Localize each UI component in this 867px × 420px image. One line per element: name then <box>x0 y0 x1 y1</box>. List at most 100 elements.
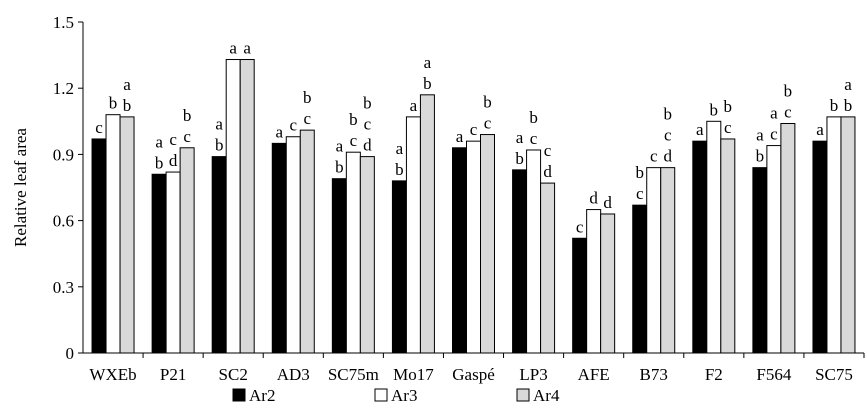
significance-letter: c <box>350 131 358 150</box>
significance-letter: d <box>543 162 552 181</box>
significance-letter: b <box>756 147 765 166</box>
significance-letter: c <box>95 118 103 137</box>
bar-ar4 <box>660 167 676 354</box>
significance-letter: b <box>635 163 644 182</box>
x-tick-label: P21 <box>160 365 186 384</box>
x-tick-label: SC75 <box>815 365 853 384</box>
x-tick-label: B73 <box>640 365 668 384</box>
bar-ar4 <box>600 213 616 354</box>
significance-letter: d <box>603 193 612 212</box>
bar-ar2 <box>391 180 407 354</box>
x-tick-label: Gaspé <box>452 365 494 384</box>
legend-swatch-ar2 <box>232 388 246 402</box>
significance-letter: a <box>424 53 432 72</box>
bar-ar2 <box>512 169 528 354</box>
bar-ar4 <box>179 147 195 354</box>
significance-letter: d <box>169 151 178 170</box>
significance-letter: b <box>710 100 719 119</box>
significance-letter: a <box>155 132 163 151</box>
significance-letter: c <box>289 116 297 135</box>
significance-letter: b <box>109 94 118 113</box>
significance-letter: b <box>335 158 344 177</box>
significance-letter: b <box>215 136 224 155</box>
significance-letter: a <box>336 137 344 156</box>
significance-letter: c <box>664 126 672 145</box>
bar-ar3 <box>526 149 542 354</box>
bar-ar4 <box>359 156 375 354</box>
bar-ar4 <box>840 116 856 354</box>
bar-ar3 <box>105 114 121 354</box>
y-tick-label: 0.3 <box>53 278 74 297</box>
bar-ar2 <box>452 147 467 354</box>
bar-ar4 <box>780 123 796 354</box>
x-tick-label: AFE <box>578 365 610 384</box>
significance-letter: b <box>423 74 432 93</box>
x-tick-label: F564 <box>756 365 791 384</box>
bar-ar2 <box>812 140 828 354</box>
significance-letter: a <box>215 115 223 134</box>
bar-ar4 <box>119 116 135 354</box>
bar-ar3 <box>646 167 662 354</box>
bar-ar3 <box>285 136 301 354</box>
significance-letter: b <box>515 149 524 168</box>
bar-ar3 <box>405 116 421 354</box>
y-tick-label: 0.6 <box>53 212 74 231</box>
significance-letter: c <box>303 109 311 128</box>
significance-letter: b <box>363 94 372 113</box>
significance-letter: a <box>456 127 464 146</box>
y-tick-label: 1.5 <box>53 13 74 32</box>
significance-letter: a <box>243 39 251 58</box>
y-axis-title: Relative leaf area <box>11 128 30 247</box>
x-tick-label: WXEb <box>89 365 136 384</box>
significance-letter: c <box>576 217 584 236</box>
significance-letter: d <box>663 147 672 166</box>
x-tick-label: SC75m <box>328 365 379 384</box>
bar-ar2 <box>632 204 648 354</box>
significance-letter: b <box>724 97 733 116</box>
bar-ar2 <box>331 178 347 354</box>
significance-letter: a <box>770 104 778 123</box>
bar-ar2 <box>752 167 768 354</box>
significance-letter: a <box>756 126 764 145</box>
bar-ar2 <box>572 237 588 354</box>
x-tick-label: Mo17 <box>393 365 434 384</box>
significance-letter: b <box>844 96 853 115</box>
significance-letter: c <box>169 130 177 149</box>
bar-ar4 <box>480 134 495 354</box>
significance-letter: c <box>784 103 792 122</box>
legend-label: Ar2 <box>249 386 275 405</box>
bar-ar4 <box>419 94 435 354</box>
significance-letter: a <box>410 96 418 115</box>
bar-ar3 <box>165 171 181 354</box>
bar-ar3 <box>586 209 602 354</box>
significance-letter: b <box>183 106 192 125</box>
significance-letter: c <box>530 129 538 148</box>
significance-letter: c <box>484 114 492 133</box>
significance-letter: c <box>770 125 778 144</box>
bar-ar2 <box>211 156 227 354</box>
y-tick-label: 1.2 <box>53 79 74 98</box>
y-tick-label: 0 <box>66 344 75 363</box>
significance-letter: a <box>516 128 524 147</box>
bar-ar4 <box>540 182 556 354</box>
significance-letter: a <box>396 139 404 158</box>
significance-letter: b <box>483 93 492 112</box>
bar-ar3 <box>225 59 241 354</box>
bar-ar2 <box>692 140 708 354</box>
significance-letter: a <box>696 120 704 139</box>
significance-letter: c <box>544 141 552 160</box>
bar-ar3 <box>345 151 361 354</box>
significance-letter: c <box>650 147 658 166</box>
significance-letter: b <box>123 96 132 115</box>
bar-ar4 <box>720 138 736 354</box>
significance-letter: a <box>816 120 824 139</box>
bar-ar2 <box>91 138 107 354</box>
bar-ar2 <box>271 142 287 354</box>
bar-ar2 <box>151 173 167 354</box>
significance-letter: b <box>395 160 404 179</box>
bar-ar3 <box>706 120 722 354</box>
bar-ar3 <box>466 140 481 354</box>
legend-label: Ar3 <box>391 386 417 405</box>
significance-letter: b <box>663 105 672 124</box>
